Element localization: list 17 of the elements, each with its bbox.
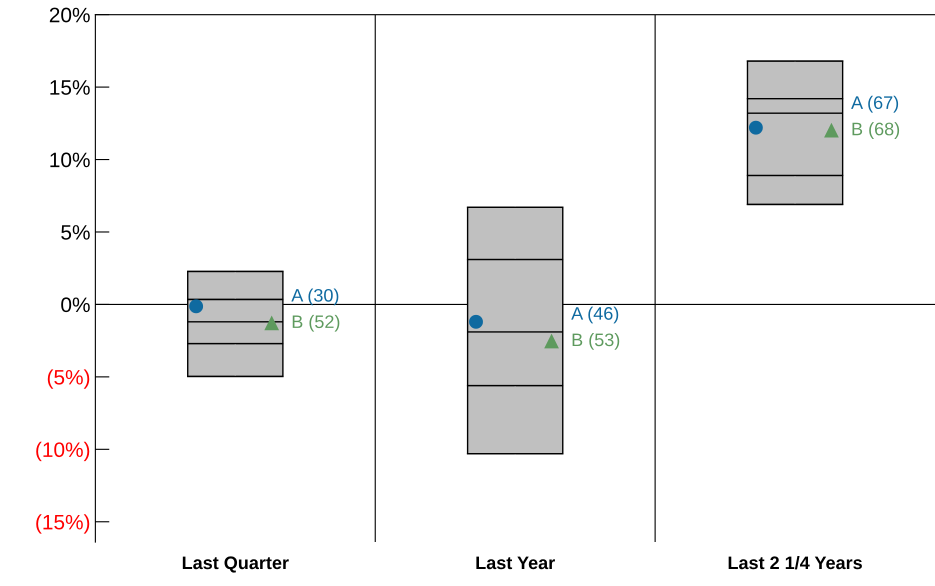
annotation: A (67) [851, 96, 898, 113]
y-tick-label: (15%) [36, 514, 90, 534]
y-tick-label: 10% [50, 152, 90, 168]
y-tick-label: 20% [50, 8, 90, 22]
annotation: B (52) [292, 314, 340, 332]
x-tick-label: Last Quarter [182, 556, 289, 573]
y-tick-label: 15% [50, 80, 90, 95]
annotation: B (53) [572, 332, 620, 350]
annotation: B (68) [852, 122, 900, 139]
y-tick-label: (10%) [36, 442, 90, 462]
y-tick-label: (5%) [48, 369, 90, 389]
y-tick-label: 5% [61, 225, 90, 240]
x-tick-label: Last Year [476, 556, 555, 570]
x-tick-label: Last 2 1/4 Years [728, 556, 862, 570]
annotation: A (30) [291, 288, 338, 306]
y-tick-label: 0% [61, 297, 90, 312]
annotation: A (46) [571, 306, 618, 324]
